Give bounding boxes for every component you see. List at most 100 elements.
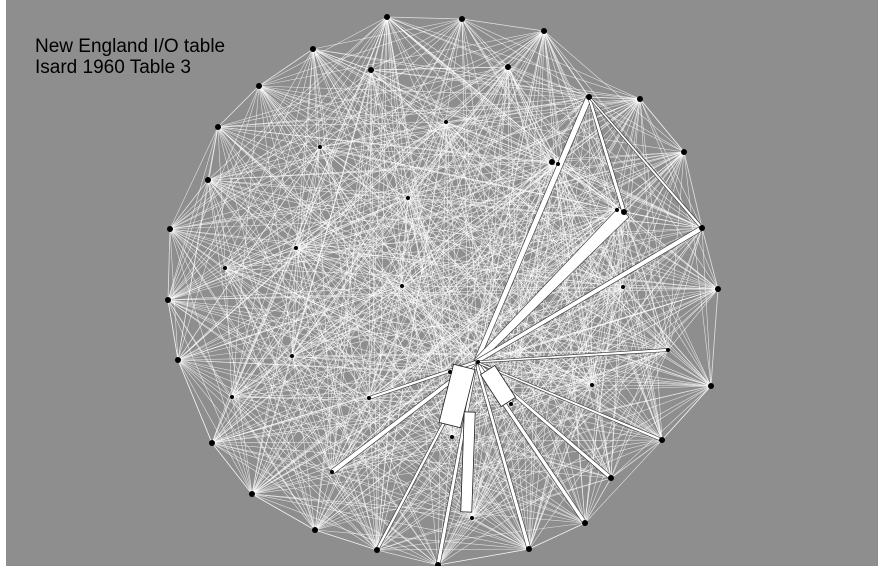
- thin-flow-edge: [167, 163, 559, 301]
- thin-flow-edge: [588, 96, 624, 288]
- thin-flow-edge: [211, 442, 612, 479]
- thin-flow-edge: [312, 48, 447, 123]
- thin-flow-edge: [368, 285, 403, 399]
- thin-flow-edge: [471, 361, 479, 519]
- thin-flow-edge: [331, 69, 372, 473]
- thin-flow-edge: [407, 197, 712, 387]
- thin-flow-edge: [445, 121, 625, 213]
- sector-node: [400, 284, 404, 288]
- thin-flow-edge: [258, 85, 593, 386]
- thin-flow-edge: [167, 48, 314, 301]
- thin-flow-edge: [528, 209, 618, 550]
- thin-flow-edge: [370, 69, 703, 229]
- thin-flow-edge: [401, 197, 409, 287]
- figure-title: New England I/O table Isard 1960 Table 3: [35, 36, 225, 78]
- thin-flow-edge: [224, 146, 321, 269]
- thin-flow-edge: [295, 247, 530, 550]
- perimeter-edge: [177, 359, 213, 444]
- thin-flow-edge: [251, 209, 618, 495]
- thin-flow-edge: [591, 211, 625, 386]
- thin-flow-edge: [167, 197, 409, 301]
- thin-flow-edge: [370, 69, 559, 165]
- sector-node: [435, 562, 441, 566]
- thin-flow-edge: [211, 442, 439, 566]
- thin-flow-edge: [507, 66, 559, 165]
- thin-flow-edge: [407, 197, 453, 438]
- thin-flow-edge: [401, 66, 509, 287]
- perimeter-edge: [543, 30, 590, 98]
- thin-flow-edge: [295, 98, 641, 249]
- thin-flow-edge: [231, 151, 685, 398]
- thin-flow-edge: [207, 179, 370, 399]
- thin-flow-edge: [167, 179, 209, 301]
- sector-node: [167, 226, 173, 232]
- thin-flow-edge: [471, 66, 509, 519]
- thin-flow-edge: [231, 48, 314, 398]
- thin-flow-edge: [231, 286, 624, 398]
- thin-flow-edge: [331, 397, 370, 473]
- thin-flow-edge: [207, 161, 553, 181]
- thin-flow-edge: [167, 299, 586, 524]
- thin-flow-edge: [401, 285, 719, 290]
- thin-flow-edge: [295, 247, 403, 287]
- sector-node: [205, 177, 211, 183]
- thin-flow-edge: [295, 247, 333, 473]
- thin-flow-edge: [584, 211, 625, 524]
- sector-node: [384, 14, 390, 20]
- thin-flow-edge: [295, 247, 453, 438]
- thin-flow-edge: [368, 209, 618, 399]
- thin-flow-edge: [258, 18, 463, 87]
- thin-flow-edge: [401, 161, 553, 287]
- thin-flow-edge: [407, 197, 612, 479]
- thin-flow-edge: [177, 227, 703, 361]
- perimeter-edge: [314, 529, 378, 551]
- thin-flow-edge: [319, 146, 530, 550]
- thin-flow-edge: [224, 96, 590, 269]
- thin-flow-edge: [295, 247, 624, 288]
- perimeter-edge: [584, 477, 612, 524]
- sector-node: [509, 402, 513, 406]
- thin-flow-edge: [231, 209, 618, 398]
- sector-node: [699, 225, 705, 231]
- thin-flow-edge: [167, 69, 372, 301]
- thin-flow-edge: [291, 355, 333, 473]
- strong-edges: [330, 95, 704, 566]
- thin-flow-edge: [258, 85, 624, 288]
- thin-flow-edge: [167, 299, 669, 351]
- thin-flow-edge: [528, 384, 593, 550]
- thin-flow-edge: [312, 18, 463, 50]
- thin-flow-edge: [528, 286, 624, 550]
- thin-flow-edge: [507, 66, 530, 550]
- thin-flow-edge: [169, 228, 378, 551]
- thin-flow-edge: [217, 126, 233, 398]
- thin-flow-edge: [386, 16, 439, 566]
- thin-flow-edge: [231, 355, 293, 398]
- thin-flow-edge: [207, 179, 226, 269]
- thin-flow-edge: [407, 197, 703, 229]
- thin-flow-edge: [610, 385, 712, 479]
- sector-node: [459, 16, 465, 22]
- thin-flow-edge: [217, 126, 669, 351]
- thin-flow-edge: [449, 163, 559, 373]
- thin-flow-edge: [211, 18, 463, 444]
- thin-flow-edge: [177, 359, 316, 531]
- thin-flow-edge: [510, 403, 663, 441]
- thin-flow-edge: [437, 121, 447, 566]
- thin-flow-edge: [217, 126, 297, 249]
- thin-flow-edge: [207, 179, 473, 519]
- thin-flow-edge: [231, 396, 253, 495]
- thin-flow-edge: [701, 227, 712, 387]
- perimeter-edge: [683, 151, 703, 229]
- thin-flow-edge: [169, 30, 545, 230]
- perimeter-edge: [661, 385, 712, 441]
- thin-flow-edge: [291, 355, 512, 405]
- thin-flow-edge: [217, 121, 447, 128]
- thin-flow-edge: [295, 121, 447, 249]
- thin-flow-edge: [291, 69, 372, 357]
- sector-node: [318, 145, 322, 149]
- thin-flow-edge: [217, 126, 439, 566]
- thin-flow-edge: [376, 121, 447, 551]
- thin-flow-edge: [557, 163, 624, 288]
- thin-flow-edge: [368, 397, 378, 551]
- thin-flow-edge: [231, 66, 509, 398]
